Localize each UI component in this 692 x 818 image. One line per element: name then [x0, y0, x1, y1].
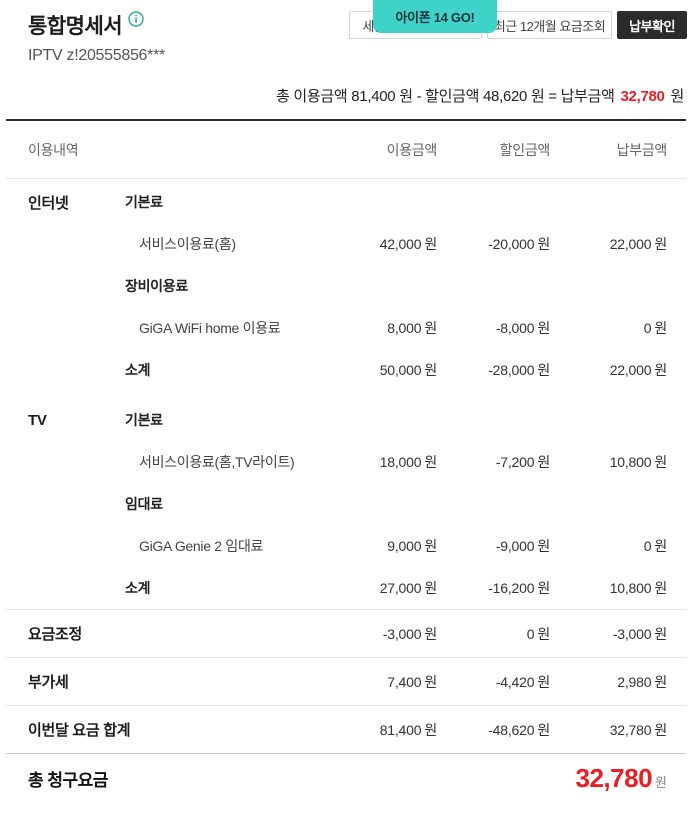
- col-header-discount: 할인금액: [499, 141, 551, 158]
- row-pay-amount: 10,800 원: [609, 454, 668, 470]
- header-actions: 세금계산서 발행내역 최근 12개월 요금조회 납부확인: [349, 11, 687, 39]
- summary-unit: 원: [670, 88, 684, 105]
- row-usage-amount: 7,400 원: [387, 673, 437, 690]
- total-amount: 32,780: [575, 763, 653, 793]
- row-pay-amount: -3,000 원: [612, 625, 667, 642]
- table-row: 소계 27,000 원 -16,200 원 10,800 원: [6, 567, 686, 609]
- row-discount-amount: -8,000 원: [495, 320, 550, 336]
- row-usage-amount: 18,000 원: [379, 454, 438, 470]
- row-label: 이번달 요금 합계: [28, 722, 131, 739]
- summary-text: 총 이용금액 81,400 원 - 할인금액 48,620 원 = 납부금액: [276, 88, 615, 105]
- table-row: 인터넷 기본료: [6, 181, 686, 223]
- row-discount-amount: -28,000 원: [488, 362, 550, 378]
- page-title: 통합명세서: [28, 15, 123, 38]
- total-label: 총 청구요금: [28, 771, 108, 790]
- row-label: 서비스이용료(홈,TV라이트): [139, 454, 295, 470]
- row-label: GiGA WiFi home 이용료: [139, 320, 281, 336]
- promo-tooltip[interactable]: 아이폰 14 GO!: [373, 0, 497, 33]
- info-icon[interactable]: [128, 11, 144, 27]
- row-label: 서비스이용료(홈): [139, 236, 236, 252]
- row-discount-amount: -48,620 원: [488, 721, 550, 738]
- row-label: 임대료: [125, 496, 163, 512]
- row-label: 기본료: [125, 412, 163, 428]
- row-label: 기본료: [125, 194, 163, 210]
- total-bar: 총 청구요금 32,780 원: [6, 753, 686, 803]
- account-subtitle: IPTV z!20555856***: [28, 47, 165, 64]
- total-unit: 원: [655, 775, 667, 790]
- col-header-detail: 이용내역: [28, 141, 79, 158]
- row-pay-amount: 22,000 원: [609, 236, 668, 252]
- summary-bar: 총 이용금액 81,400 원 - 할인금액 48,620 원 = 납부금액 3…: [6, 85, 686, 121]
- row-usage-amount: -3,000 원: [382, 625, 437, 642]
- row-discount-amount: -7,200 원: [495, 454, 550, 470]
- row-usage-amount: 50,000 원: [379, 362, 438, 378]
- row-pay-amount: 10,800 원: [609, 580, 668, 596]
- col-header-pay: 납부금액: [616, 141, 668, 158]
- recent-12month-charges-button[interactable]: 최근 12개월 요금조회: [487, 11, 612, 39]
- table-row: 장비이용료: [6, 265, 686, 307]
- total-amount-wrap: 32,780 원: [576, 763, 668, 794]
- row-category: 인터넷: [28, 194, 69, 212]
- table-row: 서비스이용료(홈) 42,000 원 -20,000 원 22,000 원: [6, 223, 686, 265]
- table-row: 요금조정 -3,000 원 0 원 -3,000 원: [6, 609, 686, 657]
- row-usage-amount: 42,000 원: [379, 236, 438, 252]
- row-usage-amount: 8,000 원: [387, 320, 437, 336]
- table-row: GiGA WiFi home 이용료 8,000 원 -8,000 원 0 원: [6, 307, 686, 349]
- row-category: TV: [28, 411, 47, 429]
- col-header-usage: 이용금액: [386, 141, 438, 158]
- payment-confirm-button[interactable]: 납부확인: [617, 11, 687, 39]
- row-label: 소계: [125, 362, 151, 378]
- row-label: 장비이용료: [125, 278, 188, 294]
- row-pay-amount: 22,000 원: [609, 362, 668, 378]
- table-row: GiGA Genie 2 임대료 9,000 원 -9,000 원 0 원: [6, 525, 686, 567]
- row-usage-amount: 81,400 원: [379, 721, 438, 738]
- row-label: GiGA Genie 2 임대료: [139, 538, 264, 554]
- row-pay-amount: 2,980 원: [617, 673, 667, 690]
- table-row: 부가세 7,400 원 -4,420 원 2,980 원: [6, 657, 686, 705]
- table-row: 서비스이용료(홈,TV라이트) 18,000 원 -7,200 원 10,800 원: [6, 441, 686, 483]
- row-discount-amount: -16,200 원: [488, 580, 550, 596]
- row-usage-amount: 9,000 원: [387, 538, 437, 554]
- table-header-row: 이용내역 이용금액 할인금액 납부금액: [6, 121, 686, 179]
- row-usage-amount: 27,000 원: [379, 580, 438, 596]
- row-label: 소계: [125, 580, 151, 596]
- table-row: 이번달 요금 합계 81,400 원 -48,620 원 32,780 원: [6, 705, 686, 753]
- table-row: 임대료: [6, 483, 686, 525]
- summary-pay-amount: 32,780: [620, 88, 665, 105]
- row-discount-amount: -20,000 원: [488, 236, 550, 252]
- bill-rows: 인터넷 기본료 서비스이용료(홈) 42,000 원 -20,000 원 22,000 원 장비이…: [6, 179, 686, 753]
- row-pay-amount: 32,780 원: [609, 721, 668, 738]
- row-discount-amount: -9,000 원: [495, 538, 550, 554]
- table-row: TV 기본료: [6, 399, 686, 441]
- table-row: 소계 50,000 원 -28,000 원 22,000 원: [6, 349, 686, 391]
- row-discount-amount: -4,420 원: [495, 673, 550, 690]
- row-label: 요금조정: [28, 626, 83, 643]
- bill-header: 통합명세서 IPTV z!20555856*** 세금계산서 발행내역 최근 1…: [28, 0, 687, 65]
- row-label: 부가세: [28, 674, 69, 691]
